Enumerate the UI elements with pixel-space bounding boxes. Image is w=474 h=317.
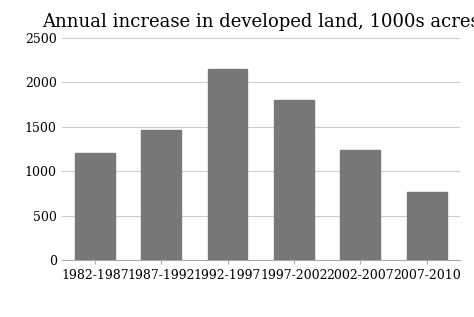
Bar: [208, 69, 247, 260]
Bar: [75, 153, 115, 260]
Bar: [141, 130, 181, 260]
Bar: [274, 100, 314, 260]
Bar: [340, 150, 380, 260]
Bar: [407, 191, 447, 260]
Title: Annual increase in developed land, 1000s acres: Annual increase in developed land, 1000s…: [42, 13, 474, 31]
